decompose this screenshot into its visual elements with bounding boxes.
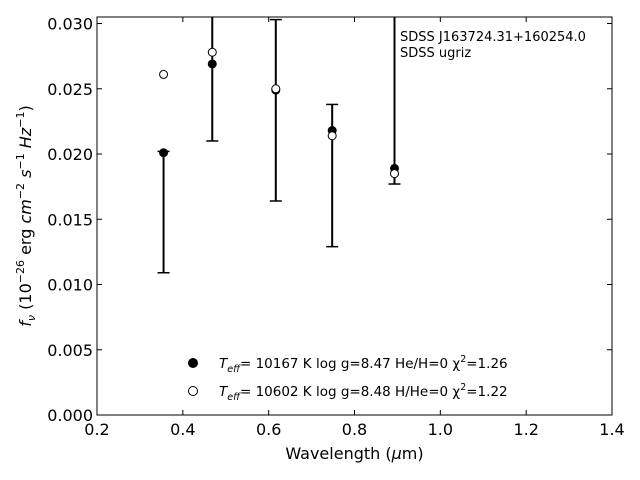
legend-params: K log g=8.47 He/H=0 χ (299, 356, 461, 372)
y-tick-label: 0.000 (47, 406, 93, 425)
x-axis-label-part: Wavelength ( (285, 444, 391, 463)
legend-entry: Teff= 10167 K log g=8.47 He/H=0 χ2=1.26 (219, 354, 508, 375)
legend-teff-value: 10167 (256, 356, 299, 372)
y-axis-label-nu: ν (25, 315, 38, 321)
y-tick-label: 0.005 (47, 341, 93, 360)
data-point-open (207, 47, 217, 57)
legend-chi-value: =1.22 (466, 384, 507, 400)
y-tick-label: 0.020 (47, 145, 93, 164)
legend-params: K log g=8.48 H/He=0 χ (299, 384, 461, 400)
legend-eq: = (240, 356, 256, 372)
y-axis-label-s: s (16, 170, 35, 178)
legend-chi-value: =1.26 (466, 356, 507, 372)
legend-teff-T: T (219, 356, 229, 372)
y-axis-label-part: ) (16, 105, 35, 111)
y-axis-label-exp: −2 (14, 183, 27, 199)
x-tick-label: 0.6 (256, 420, 281, 439)
x-tick-label: 0.8 (342, 420, 367, 439)
y-tick-label: 0.030 (47, 15, 93, 34)
legend-eq: = (240, 384, 256, 400)
data-point-filled (159, 148, 169, 158)
y-axis-label-cm: cm (16, 199, 35, 223)
y-axis-label-f: f (16, 319, 35, 327)
legend-teff-sub: eff (227, 392, 241, 403)
legend-marker-filled (188, 358, 198, 368)
x-tick-label: 0.2 (84, 420, 109, 439)
plot-area: 0.2 0.4 0.6 0.8 1.0 1.2 1.4 0.000 0.005 0.010 0.01… (14, 15, 625, 463)
y-axis-label-part: erg (16, 224, 35, 260)
legend-teff-sub: eff (227, 364, 241, 375)
x-tick-label: 0.4 (170, 420, 195, 439)
x-axis-label-mu: μ (391, 444, 402, 463)
data-point-open (327, 131, 337, 141)
legend-chi-sup: 2 (460, 382, 466, 393)
data-point-open (389, 169, 399, 179)
x-tick-label: 1.2 (513, 420, 538, 439)
y-axis-label-part: (10 (16, 283, 35, 315)
x-axis-label-part: m) (402, 444, 424, 463)
x-tick-label: 1.4 (599, 420, 624, 439)
legend-chi-sup: 2 (460, 354, 466, 365)
legend-entry: Teff= 10602 K log g=8.48 H/He=0 χ2=1.22 (219, 382, 508, 403)
legend-teff-T: T (219, 384, 229, 400)
y-axis-label-hz: Hz (16, 127, 35, 148)
y-tick-label: 0.025 (47, 80, 93, 99)
y-tick-label: 0.015 (47, 210, 93, 229)
legend-teff-value: 10602 (256, 384, 299, 400)
y-axis-label-exp: −1 (14, 153, 27, 169)
y-axis-label-exp: −1 (14, 112, 27, 128)
data-point-open (159, 69, 169, 79)
annotation-label: SDSS J163724.31+160254.0 (400, 30, 586, 45)
data-layer (157, 17, 401, 274)
legend-marker-open (188, 386, 198, 396)
data-point-filled (207, 59, 217, 69)
x-tick-label: 1.0 (428, 420, 453, 439)
y-axis-label: fν (10−26 erg cm−2 s−1 Hz−1) (14, 105, 38, 326)
y-axis-label-exp: −26 (14, 260, 27, 283)
x-axis-label: Wavelength (μm) (285, 444, 423, 463)
y-tick-label: 0.010 (47, 276, 93, 295)
annotation-label: SDSS ugriz (400, 46, 471, 61)
data-point-open (271, 84, 281, 94)
